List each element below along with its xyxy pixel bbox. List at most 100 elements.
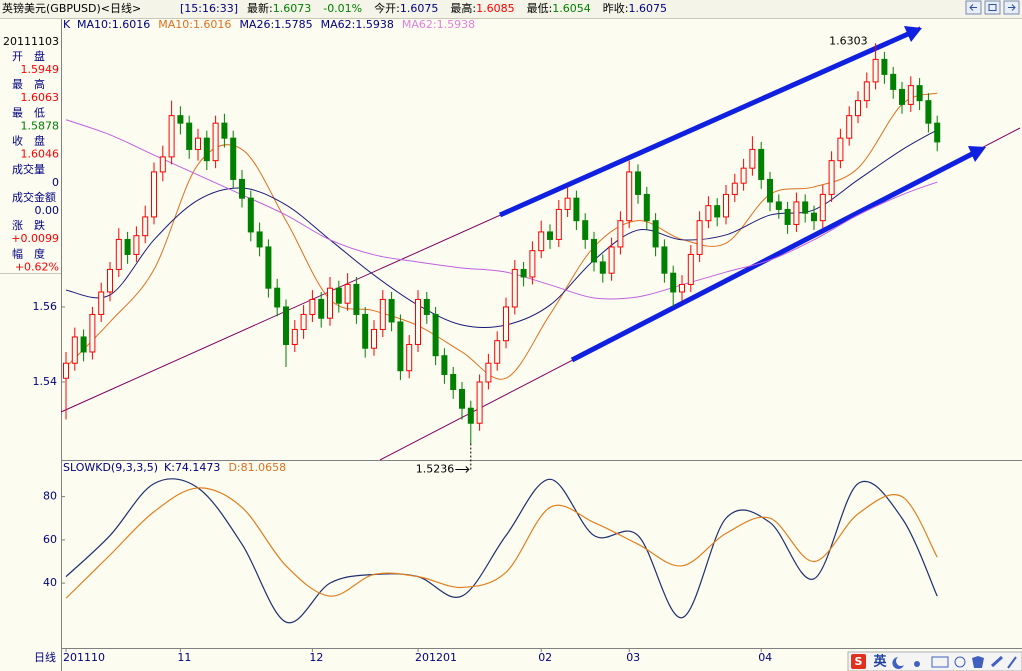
ime-icon (990, 655, 1004, 668)
sidebar-label: 幅 度 (12, 246, 45, 260)
legend-label: MA62: (402, 18, 437, 31)
candle-body (309, 298, 316, 315)
sidebar-label: 涨 跌 (12, 218, 45, 232)
candle-body (573, 197, 580, 222)
candle-body (643, 193, 650, 222)
candle-body (63, 362, 69, 379)
button[interactable] (984, 0, 1001, 15)
candle-body (511, 268, 518, 308)
candle-body (714, 205, 721, 218)
candle-body (142, 216, 149, 237)
quote-label: 最低: (527, 2, 553, 15)
candle-body (344, 283, 351, 304)
candle-body (467, 407, 474, 424)
kd-line (65, 487, 938, 599)
candle-body (239, 178, 245, 199)
candle-body (247, 197, 254, 233)
sidebar-label: 开 盘 (12, 49, 45, 63)
sidebar-date: 20111103 (3, 35, 59, 48)
candle-body (459, 388, 465, 409)
high-annotation: 1.6303 (829, 34, 868, 47)
legend-label: D: (228, 461, 240, 474)
icon (988, 4, 997, 11)
candle-body (555, 208, 562, 240)
candle-body (89, 313, 96, 353)
x-tick-label: 04 (758, 651, 772, 664)
legend-value: 1.5785 (274, 18, 313, 31)
quote-label: 最高: (450, 1, 476, 15)
ma-line (65, 92, 938, 380)
candle-body (635, 171, 641, 195)
candle-body (538, 231, 545, 252)
candle-body (881, 58, 888, 75)
candle-body (547, 231, 553, 240)
candle-body (362, 313, 369, 349)
quote-value: 1.6054 (552, 2, 591, 15)
candle-body (617, 220, 624, 248)
ime-logo: S (855, 655, 863, 668)
ime-lang: 英 (872, 654, 887, 670)
trendlines (60, 26, 1021, 461)
candle-body (212, 122, 219, 162)
candle-body (256, 231, 263, 248)
candle-body (415, 298, 421, 345)
sidebar-value: 1.5878 (21, 119, 60, 132)
quote-value: 1.6075 (400, 2, 439, 15)
ime-icon (954, 656, 966, 668)
window-buttons[interactable] (965, 0, 1020, 15)
sidebar-label: 最 低 (12, 106, 45, 119)
candle-body (300, 313, 307, 330)
candle-body (265, 246, 272, 289)
candle-body (318, 298, 325, 319)
candle-body (855, 100, 861, 117)
candle-body (133, 235, 140, 255)
sidebar-value: 1.6063 (21, 91, 60, 104)
candle-body (423, 298, 430, 315)
candle-body (731, 182, 738, 195)
y-tick-label: 1.54 (33, 375, 58, 388)
candle-body (828, 160, 835, 195)
candle-body (379, 298, 386, 330)
legend-value: 1.5938 (437, 18, 476, 31)
candle-body (406, 343, 413, 372)
candle-body (687, 253, 694, 285)
candle-body (740, 167, 747, 184)
quote-label: 昨收: (603, 1, 629, 15)
candle-body (775, 201, 782, 210)
sidebar-value: 0.00 (35, 204, 60, 217)
candle-body (863, 81, 870, 102)
candle-body (837, 137, 844, 162)
candle-body (723, 193, 729, 218)
candle-body (802, 201, 809, 214)
candle-body (846, 115, 853, 139)
candle-body (186, 122, 193, 150)
ime-bar[interactable] (847, 651, 1022, 671)
candle-body (679, 283, 685, 293)
candle-body (450, 373, 457, 390)
header-time: [15:16:33] (180, 2, 238, 15)
legend-label: MA62: (321, 18, 356, 31)
candle-body (696, 220, 703, 255)
candle-body (159, 156, 166, 173)
candle-body (115, 238, 122, 270)
legend-label: MA26: (239, 18, 274, 31)
candle-body (274, 287, 281, 308)
ime-icon (1007, 656, 1017, 669)
x-tick-label: 12 (309, 651, 323, 664)
candle-body (916, 85, 923, 102)
x-axis-label: 日线 (34, 650, 56, 664)
candle-body (80, 336, 87, 353)
legend-label: MA10: (158, 18, 193, 31)
candle-body (124, 238, 131, 255)
candle-body (661, 246, 668, 274)
candle-body (476, 381, 483, 424)
candle-body (652, 220, 659, 248)
x-tick-label: 201110 (63, 651, 105, 664)
x-tick-label: 201201 (415, 651, 457, 664)
candle-body (168, 115, 175, 158)
quote-value: 1.6085 (476, 2, 515, 15)
candle-body (177, 115, 184, 124)
icon (1008, 4, 1016, 11)
candle-body (767, 178, 773, 203)
